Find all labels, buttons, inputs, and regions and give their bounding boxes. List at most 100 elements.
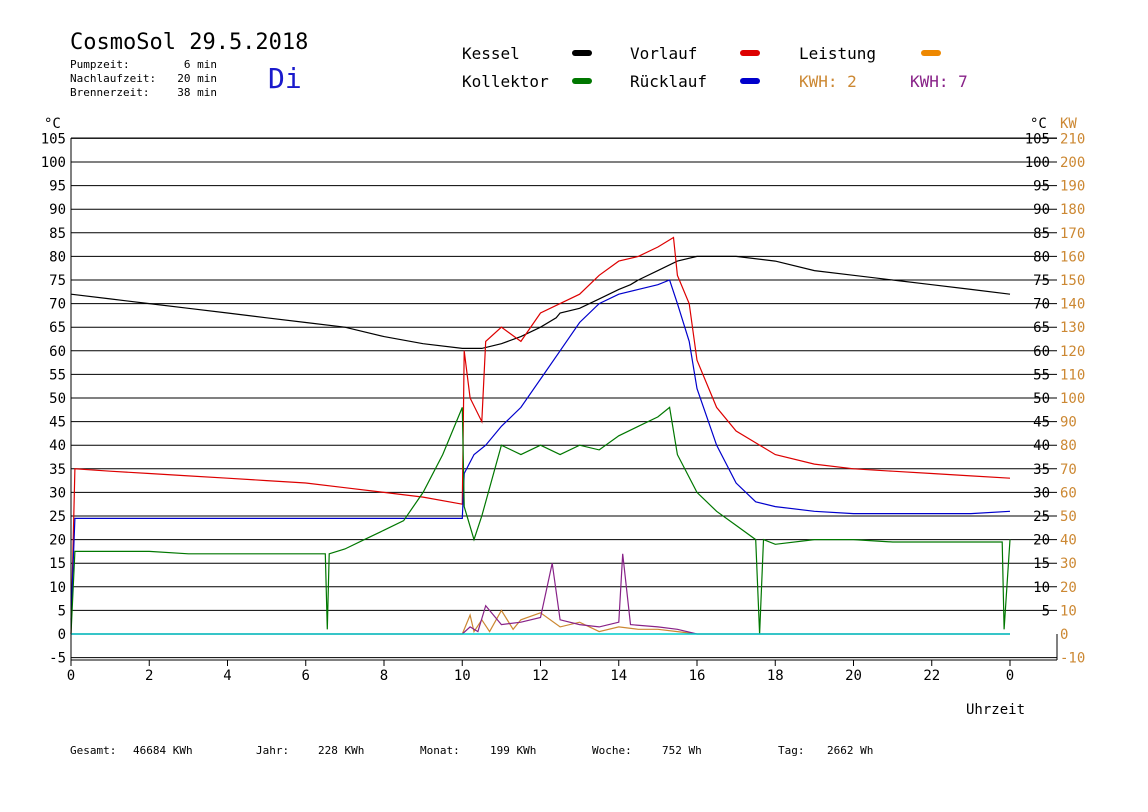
y-tick-right-90: 90: [1033, 202, 1050, 218]
y-tick-right-30: 30: [1033, 485, 1050, 501]
y-tick-right-45: 45: [1033, 415, 1050, 431]
y-tick-power-70: 70: [1060, 462, 1077, 478]
nachlaufzeit-label: Nachlaufzeit:: [70, 72, 157, 85]
y-tick-right-75: 75: [1033, 273, 1050, 289]
y-tick-right-65: 65: [1033, 320, 1050, 336]
x-tick-6: 12: [532, 668, 549, 684]
weekday: Di: [268, 62, 302, 95]
y-tick-right-20: 20: [1033, 533, 1050, 549]
x-tick-1: 2: [145, 668, 153, 684]
brennerzeit-label: Brennerzeit:: [70, 86, 150, 99]
footer-woche-value: 752 Wh: [662, 744, 702, 757]
y-tick-power--10: -10: [1060, 651, 1085, 667]
y-tick-power-110: 110: [1060, 367, 1085, 383]
y-tick-left-45: 45: [49, 415, 66, 431]
y-tick-left-85: 85: [49, 226, 66, 242]
y-tick-power-60: 60: [1060, 485, 1077, 501]
y-tick-power-80: 80: [1060, 438, 1077, 454]
y-tick-power-130: 130: [1060, 320, 1085, 336]
y-tick-left-15: 15: [49, 556, 66, 572]
tick-labels: -505101520253035404550556065707580859095…: [41, 116, 1086, 684]
axes: [70, 138, 1058, 666]
footer-woche-label: Woche:: [592, 744, 632, 757]
y-tick-power-190: 190: [1060, 179, 1085, 195]
x-tick-11: 22: [923, 668, 940, 684]
series-line-kwh: [71, 553, 1010, 635]
y-tick-right-40: 40: [1033, 438, 1050, 454]
y-tick-power-120: 120: [1060, 344, 1085, 360]
pumpzeit-label: Pumpzeit:: [70, 58, 130, 71]
y-tick-left-90: 90: [49, 202, 66, 218]
x-axis-label: Uhrzeit: [966, 702, 1026, 718]
y-tick-power-150: 150: [1060, 273, 1085, 289]
y-tick-right-15: 15: [1033, 556, 1050, 572]
legend-vorlauf-swatch: [740, 50, 760, 56]
grid-lines: [71, 137, 1057, 659]
x-tick-2: 4: [223, 668, 231, 684]
y-tick-left-50: 50: [49, 391, 66, 407]
footer-jahr-value: 228 KWh: [318, 744, 365, 757]
y-tick-power-210: 210: [1060, 131, 1085, 147]
y-tick-right-95: 95: [1033, 179, 1050, 195]
legend-kwh-burner: KWH: 7: [910, 72, 968, 91]
legend-vorlauf-label: Vorlauf: [630, 44, 698, 63]
footer-tag-label: Tag:: [778, 744, 805, 757]
chart-title: CosmoSol 29.5.2018: [70, 30, 309, 55]
series-line-vorlauf: [70, 236, 1011, 635]
legend-kessel-label: Kessel: [462, 44, 520, 63]
y-axis-unit-power: KW: [1060, 116, 1077, 132]
y-tick-right-70: 70: [1033, 297, 1050, 313]
y-tick-left-75: 75: [49, 273, 66, 289]
y-tick-right-10: 10: [1033, 580, 1050, 596]
series-line-rcklauf: [70, 279, 1011, 620]
x-tick-4: 8: [380, 668, 388, 684]
y-tick-power-100: 100: [1060, 391, 1085, 407]
y-axis-unit-left: °C: [44, 116, 61, 132]
x-tick-8: 16: [689, 668, 706, 684]
y-tick-left-25: 25: [49, 509, 66, 525]
legend-ruecklauf-label: Rücklauf: [630, 72, 708, 91]
footer-monat-value: 199 KWh: [490, 744, 537, 757]
y-tick-power-170: 170: [1060, 226, 1085, 242]
footer-tag-value: 2662 Wh: [827, 744, 874, 757]
y-tick-right-50: 50: [1033, 391, 1050, 407]
brennerzeit-value: 38 min: [177, 86, 217, 99]
y-tick-left-40: 40: [49, 438, 66, 454]
legend-leistung-swatch: [921, 50, 941, 56]
y-tick-right-35: 35: [1033, 462, 1050, 478]
y-tick-power-140: 140: [1060, 297, 1085, 313]
x-tick-5: 10: [454, 668, 471, 684]
y-tick-left-95: 95: [49, 179, 66, 195]
x-tick-0: 0: [67, 668, 75, 684]
footer-jahr-label: Jahr:: [256, 744, 290, 757]
series-line-kessel: [70, 255, 1011, 349]
y-tick-power-30: 30: [1060, 556, 1077, 572]
y-tick-right-25: 25: [1033, 509, 1050, 525]
y-tick-right-5: 5: [1042, 603, 1050, 619]
footer-gesamt-value: 46684 KWh: [133, 744, 193, 757]
x-tick-10: 20: [845, 668, 862, 684]
nachlaufzeit-value: 20 min: [177, 72, 217, 85]
legend-kollektor-label: Kollektor: [462, 72, 549, 91]
legend-kollektor-swatch: [572, 78, 592, 84]
legend-ruecklauf-swatch: [740, 78, 760, 84]
series-lines: [70, 236, 1011, 635]
y-tick-right-85: 85: [1033, 226, 1050, 242]
pumpzeit-value: 6 min: [183, 58, 217, 71]
footer-monat-label: Monat:: [420, 744, 460, 757]
y-tick-left-65: 65: [49, 320, 66, 336]
y-tick-left-10: 10: [49, 580, 66, 596]
y-tick-power-200: 200: [1060, 155, 1085, 171]
y-tick-power-20: 20: [1060, 580, 1077, 596]
y-tick-left--5: -5: [49, 651, 66, 667]
y-tick-left-20: 20: [49, 533, 66, 549]
y-tick-left-55: 55: [49, 367, 66, 383]
legend-leistung-label: Leistung: [799, 44, 877, 63]
y-tick-left-5: 5: [58, 603, 66, 619]
y-tick-right-60: 60: [1033, 344, 1050, 360]
y-tick-left-105: 105: [41, 131, 66, 147]
x-tick-3: 6: [302, 668, 310, 684]
series-line-kollektor: [70, 406, 1011, 635]
x-tick-9: 18: [767, 668, 784, 684]
